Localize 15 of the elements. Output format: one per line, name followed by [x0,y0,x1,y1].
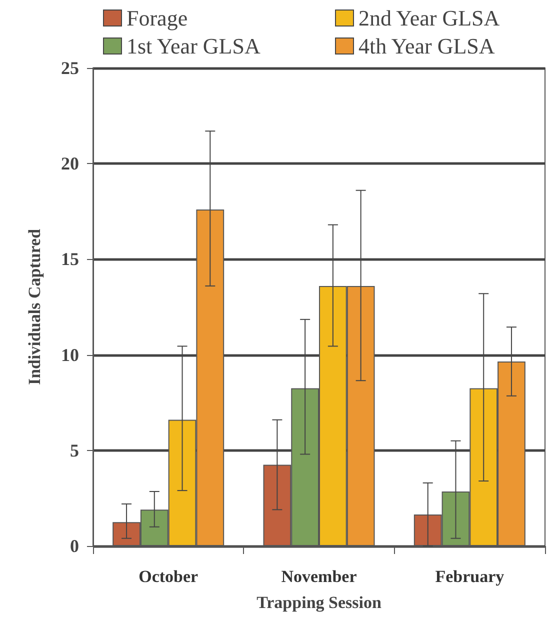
x-tick-label: February [435,567,505,586]
legend-label: 1st Year GLSA [126,34,260,58]
y-tick-label: 20 [61,154,79,174]
y-tick-label: 0 [70,536,79,556]
y-tick-label: 10 [61,344,79,365]
legend-label: 2nd Year GLSA [358,6,500,30]
legend-label: Forage [126,6,188,30]
x-tick-label: November [281,567,358,586]
y-tick-label: 5 [70,440,79,460]
x-axis-title: Trapping Session [256,593,382,612]
x-tick-label: October [138,567,199,586]
y-axis-title: Individuals Captured [25,228,44,386]
legend-label: 4th Year GLSA [358,34,495,58]
y-tick-label: 25 [61,58,79,78]
y-tick-label: 15 [61,249,79,270]
